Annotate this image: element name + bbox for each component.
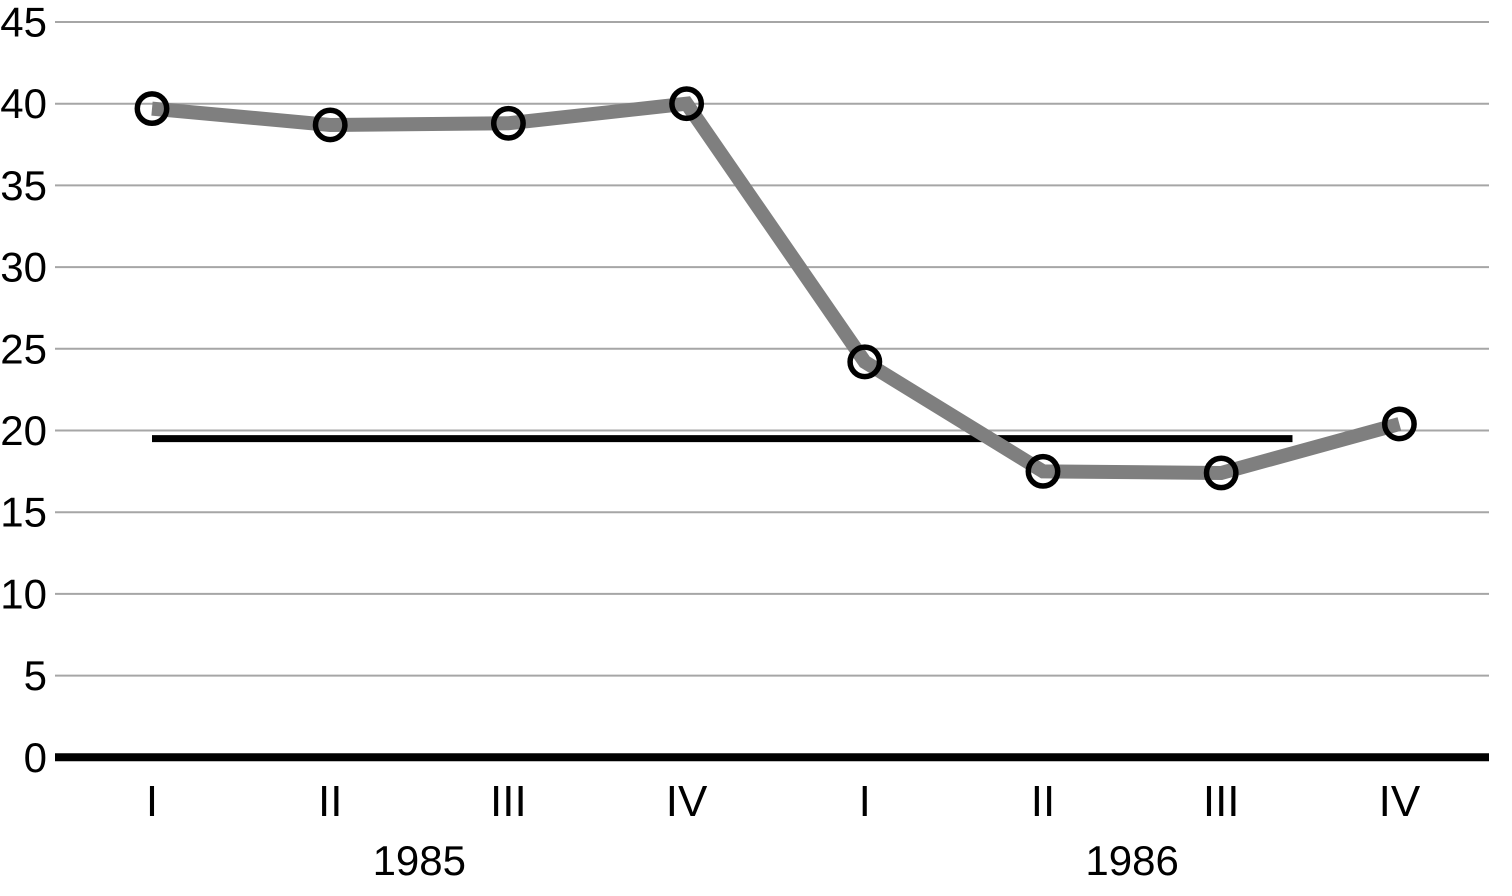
x-tick-label: IV: [1379, 777, 1421, 826]
y-tick-label: 30: [0, 244, 47, 291]
data-line: [151, 96, 1402, 480]
x-tick-label: IV: [666, 777, 708, 826]
y-tick-label: 40: [0, 80, 47, 127]
x-tick-label: I: [146, 777, 158, 826]
data-point-marker: [490, 105, 526, 141]
y-tick-label: 10: [0, 570, 47, 617]
y-tick-label: 45: [0, 0, 47, 46]
y-tick-label: 35: [0, 162, 47, 209]
data-point-marker: [1025, 453, 1061, 489]
x-tick-label: I: [859, 777, 871, 826]
x-tick-label: III: [1203, 777, 1240, 826]
y-tick-label: 5: [24, 652, 47, 699]
data-point-marker: [1203, 455, 1239, 491]
y-tick-label: 20: [0, 407, 47, 454]
data-point-marker: [847, 344, 883, 380]
data-point-marker: [134, 91, 170, 127]
year-label: 1986: [1085, 837, 1178, 884]
year-label: 1985: [373, 837, 466, 884]
data-point-marker: [312, 107, 348, 143]
data-point-marker: [1381, 406, 1417, 442]
y-tick-label: 0: [24, 734, 47, 781]
y-tick-label: 25: [0, 325, 47, 372]
x-tick-label: II: [318, 777, 342, 826]
x-tick-label: II: [1031, 777, 1055, 826]
x-tick-label: III: [490, 777, 527, 826]
data-point-marker: [669, 86, 705, 122]
y-tick-label: 15: [0, 489, 47, 536]
